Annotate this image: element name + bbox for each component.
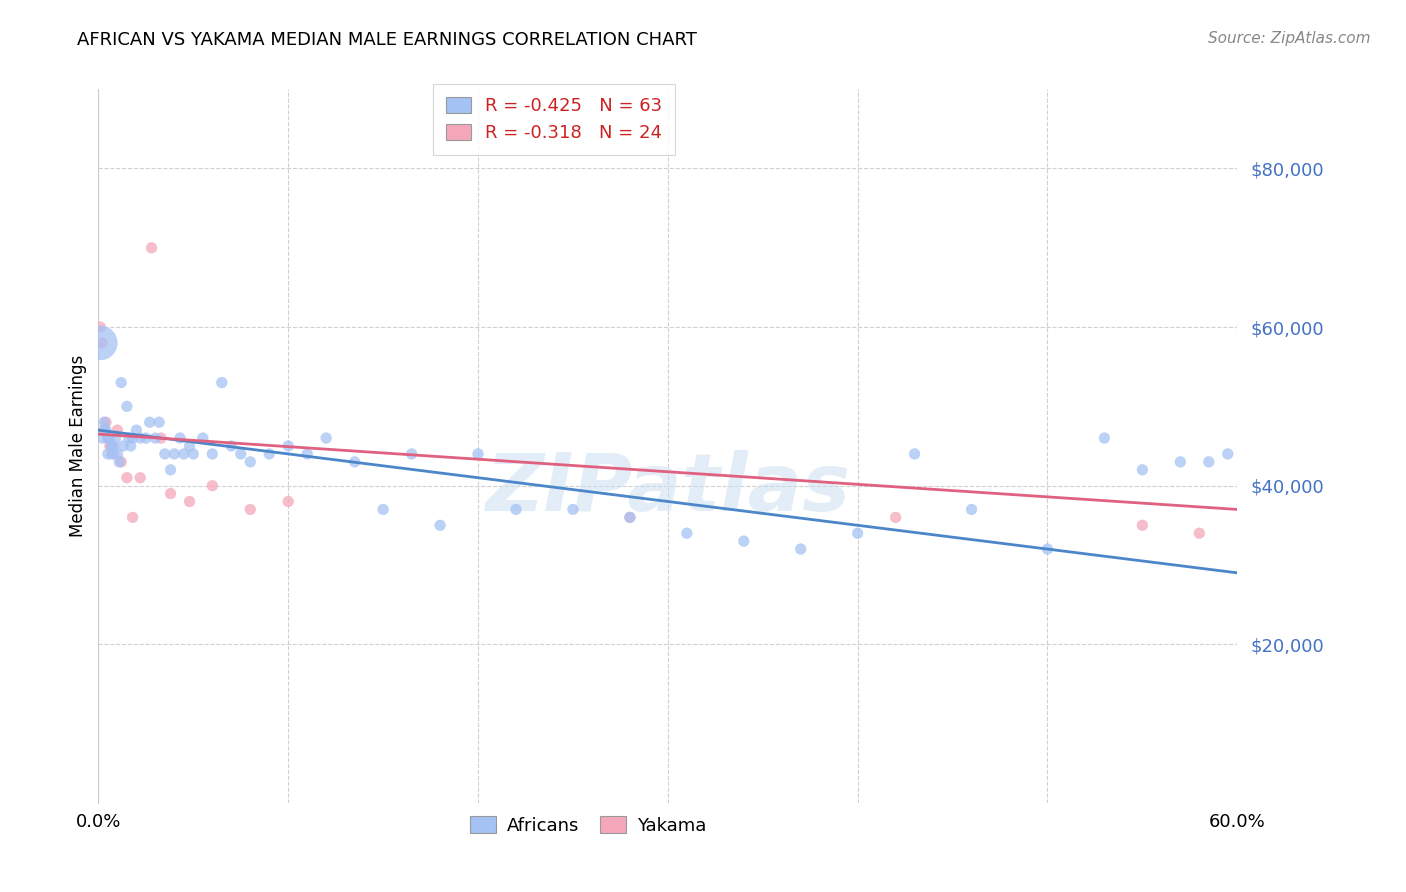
Point [277, 439, 299, 453]
Point [163, 447, 186, 461]
Point [91, 335, 114, 350]
Point [676, 526, 699, 541]
Point [1094, 431, 1116, 445]
Point [107, 447, 129, 461]
Point [1132, 518, 1154, 533]
Point [733, 534, 755, 549]
Point [179, 494, 201, 508]
Point [110, 455, 132, 469]
Point [150, 431, 173, 445]
Point [239, 502, 262, 516]
Point [97, 431, 120, 445]
Text: ZIPatlas: ZIPatlas [485, 450, 851, 528]
Point [297, 447, 319, 461]
Point [93, 423, 115, 437]
Point [100, 439, 122, 453]
Point [619, 510, 641, 524]
Point [1198, 455, 1220, 469]
Point [108, 455, 131, 469]
Point [153, 447, 176, 461]
Point [315, 431, 337, 445]
Point [100, 439, 122, 453]
Point [884, 510, 907, 524]
Point [121, 431, 143, 445]
Point [141, 241, 163, 255]
Point [129, 471, 152, 485]
Point [112, 439, 135, 453]
Point [103, 447, 125, 461]
Point [211, 376, 233, 390]
Point [148, 415, 170, 429]
Point [1036, 542, 1059, 557]
Point [89, 320, 111, 334]
Legend: Africans, Yakama: Africans, Yakama [461, 807, 716, 844]
Point [371, 502, 394, 516]
Point [191, 431, 214, 445]
Point [135, 431, 157, 445]
Point [179, 439, 201, 453]
Point [1132, 463, 1154, 477]
Point [89, 335, 111, 350]
Point [103, 439, 125, 453]
Point [173, 447, 195, 461]
Point [94, 415, 117, 429]
Point [97, 447, 120, 461]
Point [120, 439, 142, 453]
Point [115, 400, 138, 414]
Point [619, 510, 641, 524]
Point [110, 376, 132, 390]
Point [97, 431, 120, 445]
Point [91, 431, 114, 445]
Point [125, 423, 148, 437]
Point [221, 439, 243, 453]
Point [429, 518, 451, 533]
Point [93, 415, 115, 429]
Point [93, 423, 115, 437]
Point [138, 415, 160, 429]
Point [118, 431, 141, 445]
Point [129, 431, 152, 445]
Point [100, 447, 122, 461]
Point [98, 431, 121, 445]
Point [159, 463, 181, 477]
Point [183, 447, 205, 461]
Point [145, 431, 167, 445]
Point [107, 423, 129, 437]
Point [343, 455, 366, 469]
Point [259, 447, 281, 461]
Point [277, 494, 299, 508]
Point [562, 502, 585, 516]
Point [1216, 447, 1239, 461]
Point [121, 510, 143, 524]
Point [1188, 526, 1211, 541]
Point [505, 502, 527, 516]
Point [1170, 455, 1192, 469]
Point [115, 471, 138, 485]
Point [790, 542, 813, 557]
Point [104, 431, 127, 445]
Point [229, 447, 252, 461]
Point [169, 431, 191, 445]
Point [94, 423, 117, 437]
Point [159, 486, 181, 500]
Point [201, 478, 224, 492]
Text: AFRICAN VS YAKAMA MEDIAN MALE EARNINGS CORRELATION CHART: AFRICAN VS YAKAMA MEDIAN MALE EARNINGS C… [77, 31, 697, 49]
Point [98, 439, 121, 453]
Point [201, 447, 224, 461]
Point [401, 447, 423, 461]
Point [467, 447, 489, 461]
Point [846, 526, 869, 541]
Y-axis label: Median Male Earnings: Median Male Earnings [69, 355, 87, 537]
Text: Source: ZipAtlas.com: Source: ZipAtlas.com [1208, 31, 1371, 46]
Point [239, 455, 262, 469]
Point [904, 447, 927, 461]
Point [960, 502, 983, 516]
